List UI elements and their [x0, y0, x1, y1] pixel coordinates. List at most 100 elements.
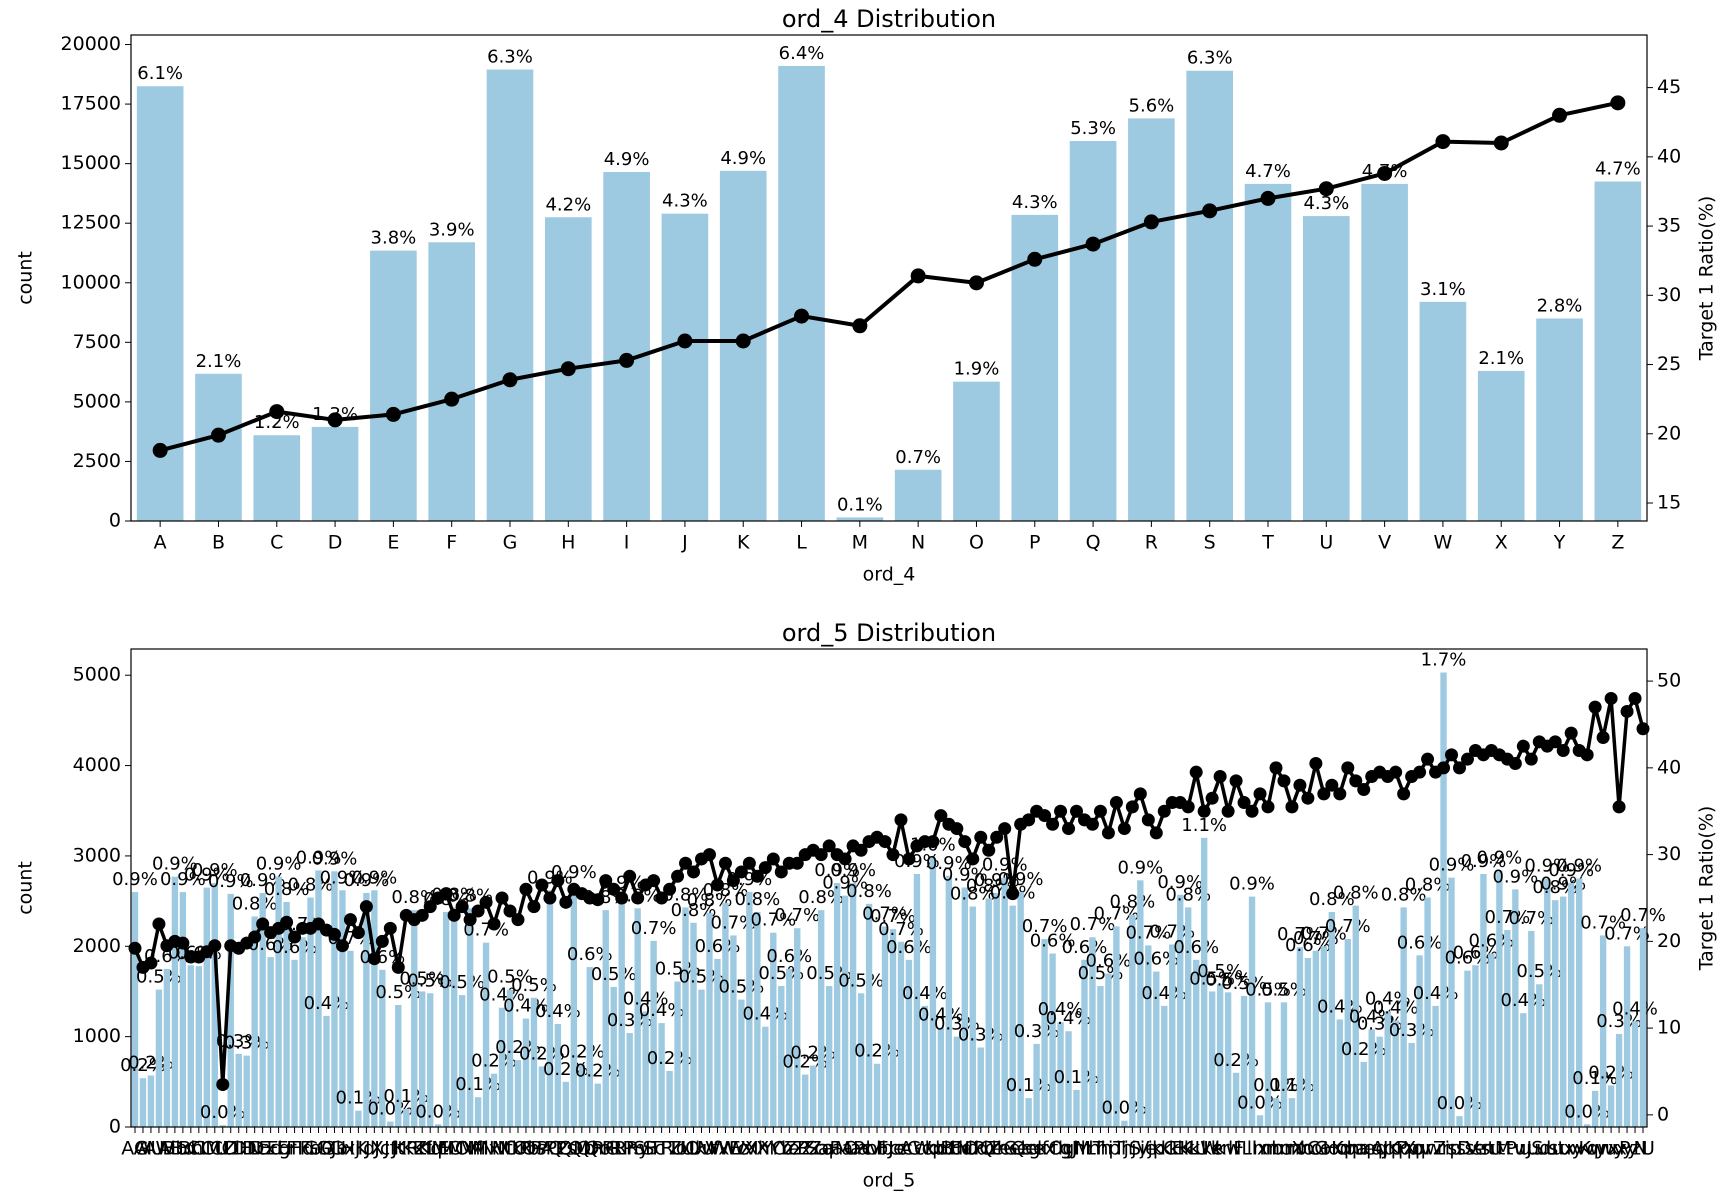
bar	[195, 373, 242, 521]
x-tick-label: lL	[1236, 1138, 1252, 1160]
bar	[690, 922, 697, 1127]
bar	[1296, 947, 1304, 1127]
x-tick-label: kK	[1168, 1138, 1192, 1160]
value-label: 0.5%	[1078, 963, 1124, 984]
x-tick-label: AI	[134, 1138, 153, 1160]
ratio-marker	[1341, 761, 1355, 775]
value-label: 3.9%	[429, 219, 475, 240]
bar	[1552, 900, 1559, 1127]
ratio-marker	[1460, 752, 1474, 766]
bar	[514, 1060, 522, 1127]
value-label: 6.1%	[137, 63, 183, 84]
bar	[355, 1110, 362, 1127]
ratio-marker	[794, 308, 810, 324]
ratio-marker	[1149, 826, 1163, 840]
x-tick-label: W	[1434, 532, 1453, 554]
bar	[442, 911, 450, 1127]
y2-tick-label: 15	[1657, 492, 1681, 514]
value-label: 0.5%	[1221, 973, 1267, 994]
x-tick-label: Qb	[568, 1138, 595, 1160]
ratio-marker	[551, 874, 565, 888]
bar	[347, 950, 354, 1127]
ratio-marker	[647, 874, 661, 888]
value-label: 0.7%	[1022, 916, 1068, 937]
ratio-marker	[950, 822, 964, 836]
value-label: 1.7%	[1421, 649, 1467, 670]
bar	[291, 959, 298, 1127]
bar	[1464, 970, 1471, 1127]
value-label: 0.5%	[679, 967, 725, 988]
bar	[1568, 883, 1575, 1127]
bar	[203, 887, 210, 1127]
ratio-marker	[439, 887, 453, 901]
bar	[1033, 1043, 1040, 1127]
x-tick-label: AG	[121, 1138, 148, 1160]
x-tick-label: jV	[1130, 1138, 1149, 1160]
ratio-marker	[1237, 796, 1251, 810]
bar	[1153, 971, 1160, 1127]
value-label: 0.5%	[655, 959, 701, 980]
x-tick-label: TZ	[656, 1138, 682, 1160]
bar	[905, 959, 913, 1127]
x-tick-label: To	[667, 1138, 688, 1160]
value-label: 0.9%	[112, 869, 158, 890]
ratio-marker	[519, 882, 533, 896]
bar	[427, 993, 434, 1127]
ratio-marker	[502, 372, 518, 388]
x-tick-label: Ai	[158, 1138, 176, 1160]
value-label: 0.7%	[878, 919, 924, 940]
bar	[1615, 1033, 1623, 1127]
value-label: 0.5%	[375, 982, 421, 1003]
x-tick-label: Id	[358, 1138, 376, 1160]
x-tick-label: dZ	[976, 1138, 1001, 1160]
bar	[786, 968, 793, 1127]
x-tick-label: Y	[1553, 532, 1566, 554]
y-tick-label: 3000	[73, 844, 121, 866]
ratio-marker	[1437, 761, 1451, 775]
value-label: 0.8%	[264, 879, 310, 900]
bar	[714, 958, 721, 1127]
value-label: 0.7%	[711, 912, 757, 933]
value-label: 0.5%	[591, 964, 637, 985]
y2-tick-label: 50	[1657, 670, 1681, 692]
value-label: 5.3%	[1070, 118, 1116, 139]
bar	[1009, 905, 1016, 1127]
ratio-marker	[1054, 804, 1068, 818]
bar	[546, 890, 554, 1127]
value-label: 0.3%	[607, 1010, 653, 1031]
ratio-marker	[280, 915, 294, 929]
bar	[897, 941, 905, 1127]
ratio-marker	[894, 813, 908, 827]
x-tick-label: dE	[937, 1138, 961, 1160]
bar	[486, 69, 534, 521]
ratio-marker	[423, 900, 437, 914]
bar	[610, 986, 617, 1127]
value-label: 0.3%	[958, 1024, 1004, 1045]
x-tick-label: RG	[592, 1138, 620, 1160]
x-tick-label: qP	[1384, 1138, 1408, 1160]
x-tick-label: Zq	[809, 1138, 834, 1160]
value-label: 0.5%	[407, 970, 453, 991]
bar	[913, 873, 921, 1127]
value-label: 0.7%	[750, 910, 796, 931]
ratio-marker	[327, 927, 341, 941]
bar	[1208, 991, 1216, 1127]
value-label: 0.5%	[399, 968, 445, 989]
value-label: 0.9%	[1548, 860, 1594, 881]
x-tick-label: ih	[1116, 1138, 1133, 1160]
y2-tick-label: 20	[1657, 930, 1681, 952]
value-label: 0.8%	[1405, 874, 1451, 895]
value-label: 6.3%	[487, 47, 533, 68]
bar	[1304, 958, 1312, 1127]
x-tick-label: aM	[823, 1138, 851, 1160]
value-label: 0.6%	[272, 937, 318, 958]
value-label: 0.2%	[575, 1061, 621, 1082]
x-tick-label: Xh	[745, 1138, 770, 1160]
bar	[1192, 959, 1200, 1127]
bar	[1312, 950, 1320, 1127]
bar	[666, 1070, 673, 1127]
value-label: 0.4%	[1349, 1006, 1395, 1027]
bar	[1368, 1029, 1375, 1127]
y-tick-label: 7500	[73, 331, 121, 353]
value-label: 0.8%	[288, 874, 334, 895]
